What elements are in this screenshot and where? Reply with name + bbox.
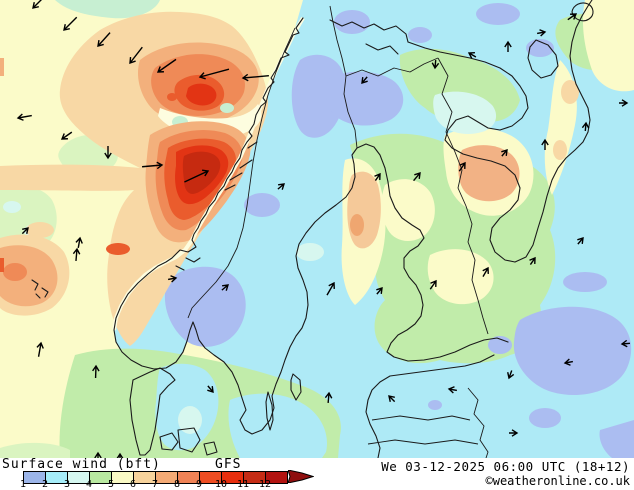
legend-cell-9 xyxy=(200,472,222,483)
wind-arrow xyxy=(482,266,489,278)
wind-arrow xyxy=(504,40,512,52)
wind-arrow xyxy=(563,358,574,366)
legend-cell-7 xyxy=(156,472,178,483)
legend-cell-3 xyxy=(68,472,90,483)
contour-layer xyxy=(0,0,634,458)
legend-cell-6 xyxy=(134,472,156,483)
legend-tick-6: 6 xyxy=(129,479,137,490)
wind-arrow xyxy=(376,287,383,295)
wind-arrow xyxy=(577,237,584,245)
legend-tick-7: 7 xyxy=(151,479,159,490)
forecast-datetime: We 03-12-2025 06:00 UTC (18+12) xyxy=(381,459,630,474)
wind-arrow xyxy=(458,161,466,172)
legend-tick-5: 5 xyxy=(107,479,115,490)
wind-arrow xyxy=(326,281,335,296)
legend-tick-4: 4 xyxy=(85,479,93,490)
wind-arrow xyxy=(97,32,111,47)
wind-arrow xyxy=(277,183,285,190)
legend-title: Surface wind (bft) xyxy=(2,457,161,472)
wind-arrow xyxy=(581,121,590,132)
wind-arrow xyxy=(241,73,269,82)
legend-tick-12: 12 xyxy=(258,479,272,490)
wind-arrow xyxy=(388,395,396,403)
wind-arrow xyxy=(207,385,214,393)
wind-arrow xyxy=(72,247,81,262)
map-canvas xyxy=(0,0,634,458)
wind-arrow xyxy=(221,284,229,291)
legend-tick-10: 10 xyxy=(214,479,228,490)
legend-arrow-tip-icon xyxy=(288,470,314,483)
wind-arrow xyxy=(567,13,578,21)
wind-arrow xyxy=(507,370,515,380)
legend-tick-2: 2 xyxy=(41,479,49,490)
wind-arrow xyxy=(529,256,536,265)
wind-arrow-layer xyxy=(16,0,631,458)
wind-arrow xyxy=(374,172,381,181)
legend-tick-9: 9 xyxy=(195,479,203,490)
wind-arrow xyxy=(167,275,178,283)
wind-arrow xyxy=(447,386,458,394)
wind-arrow xyxy=(413,172,421,182)
wind-arrow xyxy=(21,227,29,235)
wind-arrow xyxy=(92,364,100,379)
wind-arrow xyxy=(501,149,508,157)
copyright-link[interactable]: ©weatheronline.co.uk xyxy=(485,474,631,488)
wind-arrow xyxy=(620,339,631,348)
legend-tick-11: 11 xyxy=(236,479,250,490)
legend-cell-5 xyxy=(112,472,134,483)
wind-arrow xyxy=(156,58,177,73)
legend-cell-1 xyxy=(24,472,46,483)
wind-arrow xyxy=(431,59,440,70)
wind-arrow xyxy=(75,236,83,248)
wind-arrow xyxy=(142,161,164,170)
legend-cell-4 xyxy=(90,472,112,483)
wind-arrow xyxy=(536,29,547,37)
wind-arrow xyxy=(60,131,73,140)
surface-wind-map[interactable] xyxy=(0,0,634,458)
wind-arrow xyxy=(63,16,78,31)
wind-arrow xyxy=(184,169,210,183)
legend-tick-8: 8 xyxy=(173,479,181,490)
wind-arrow xyxy=(361,76,368,84)
legend-cell-10 xyxy=(222,472,244,483)
model-label: GFS xyxy=(215,457,242,472)
legend-cell-11 xyxy=(244,472,266,483)
wind-arrow xyxy=(541,138,549,150)
wind-arrow xyxy=(129,46,143,65)
legend-tick-3: 3 xyxy=(63,479,71,490)
wind-arrow xyxy=(104,146,112,160)
wind-arrow xyxy=(509,429,519,437)
border-layer xyxy=(187,5,489,458)
legend-cell-12 xyxy=(266,472,287,483)
wind-arrow xyxy=(429,279,437,290)
legend-tick-1: 1 xyxy=(19,479,27,490)
coastline-layer xyxy=(31,0,594,458)
wind-arrow xyxy=(198,68,230,80)
legend-cell-2 xyxy=(46,472,68,483)
wind-arrow xyxy=(324,391,333,404)
wind-arrow xyxy=(116,452,124,458)
wind-arrow xyxy=(619,99,629,107)
wind-arrow xyxy=(94,451,102,458)
legend-cell-8 xyxy=(178,472,200,483)
wind-arrow xyxy=(467,52,477,59)
wind-arrow xyxy=(32,0,45,9)
legend-color-bar xyxy=(23,471,288,484)
wind-arrow xyxy=(36,341,44,357)
legend-strip: Surface wind (bft) GFS 1 2 3 4 5 6 7 8 9 10 11 12 W… xyxy=(0,457,634,490)
wind-arrow xyxy=(16,113,32,121)
